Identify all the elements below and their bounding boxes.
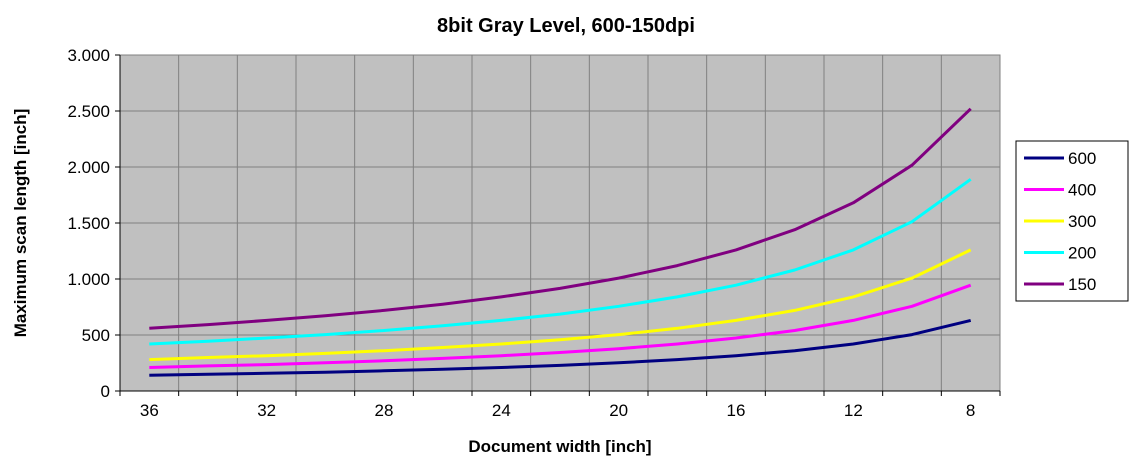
legend-label-200: 200 (1068, 244, 1096, 263)
y-axis-title: Maximum scan length [inch] (11, 109, 30, 338)
legend-label-600: 600 (1068, 149, 1096, 168)
x-axis-ticks: 36 32 28 24 20 16 12 8 (119, 391, 1001, 420)
legend-label-300: 300 (1068, 212, 1096, 231)
series-line-300 (149, 248, 972, 362)
x-tick-label: 32 (257, 401, 276, 420)
legend-label-400: 400 (1068, 181, 1096, 200)
y-tick-label: 1.500 (67, 214, 110, 233)
legend-label-150: 150 (1068, 275, 1096, 294)
x-tick-label: 24 (492, 401, 511, 420)
y-tick-label: 500 (82, 326, 110, 345)
grid-lines (120, 54, 1000, 391)
series-line-400 (149, 283, 972, 369)
y-tick-label: 1.000 (67, 270, 110, 289)
x-tick-label: 20 (609, 401, 628, 420)
x-tick-label: 8 (966, 401, 975, 420)
chart-title: 8bit Gray Level, 600-150dpi (437, 15, 695, 37)
x-tick-label: 12 (844, 401, 863, 420)
series-line-600 (149, 318, 972, 377)
y-tick-label: 3.000 (67, 46, 110, 65)
legend: 600 400 300 200 150 (1015, 140, 1129, 302)
y-tick-label: 0 (101, 382, 110, 401)
x-tick-label: 28 (375, 401, 394, 420)
x-tick-label: 36 (140, 401, 159, 420)
series-line-150 (149, 107, 972, 330)
x-axis-title: Document width [inch] (468, 437, 651, 456)
y-axis-ticks: 0 500 1.000 1.500 2.000 2.500 3.000 (67, 46, 120, 401)
series-lines (149, 107, 972, 377)
x-tick-label: 16 (727, 401, 746, 420)
y-tick-label: 2.500 (67, 102, 110, 121)
y-tick-label: 2.000 (67, 158, 110, 177)
series-line-200 (149, 178, 972, 346)
